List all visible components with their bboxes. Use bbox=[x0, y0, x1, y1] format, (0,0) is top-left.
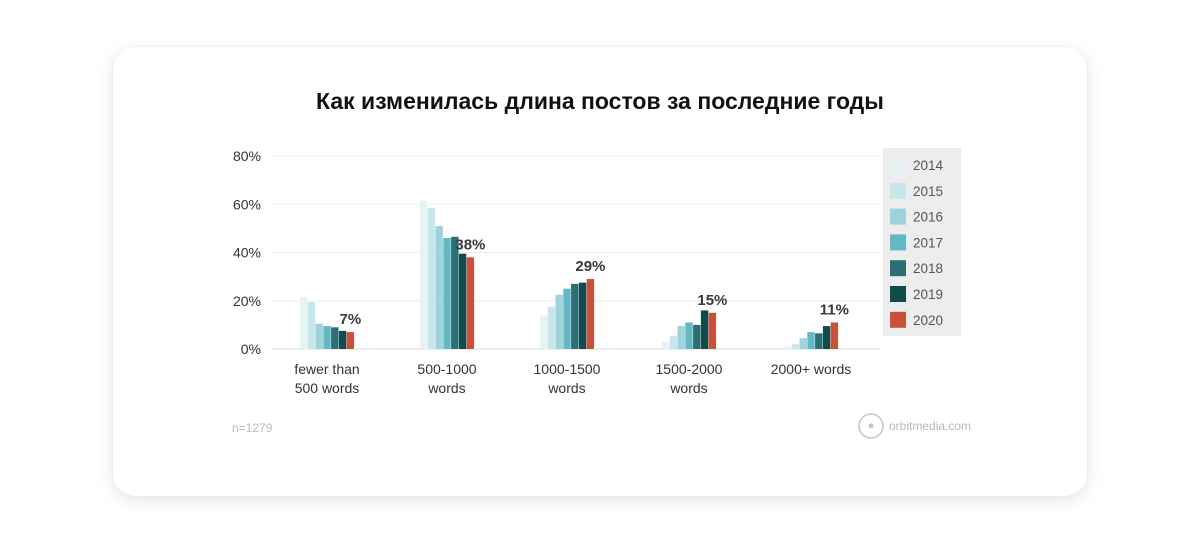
y-tick-label: 40% bbox=[233, 245, 261, 261]
bar bbox=[555, 294, 563, 349]
bar bbox=[346, 332, 355, 349]
bar bbox=[427, 207, 436, 349]
bar bbox=[685, 322, 693, 349]
bar bbox=[307, 301, 316, 349]
source-logo-icon bbox=[858, 413, 884, 439]
legend-swatch bbox=[890, 182, 906, 199]
sample-size-note: n=1279 bbox=[232, 421, 273, 435]
category-label: words bbox=[547, 380, 585, 396]
bar bbox=[693, 324, 701, 349]
legend-swatch bbox=[890, 311, 906, 328]
bar bbox=[822, 326, 831, 349]
y-tick-label: 80% bbox=[233, 148, 261, 164]
legend-label: 2017 bbox=[913, 235, 943, 250]
bar bbox=[791, 344, 800, 349]
data-label: 11% bbox=[820, 301, 849, 318]
legend-label: 2019 bbox=[913, 287, 943, 302]
bar bbox=[443, 238, 451, 349]
bar bbox=[331, 327, 339, 349]
legend-swatch bbox=[890, 157, 906, 173]
source-logo: orbitmedia.com bbox=[858, 413, 971, 439]
legend-label: 2015 bbox=[913, 184, 943, 199]
y-axis-ticks: 0% 20% 40% 60% 80% bbox=[233, 148, 261, 357]
bar bbox=[299, 297, 308, 349]
category-label: 1000-1500 bbox=[534, 361, 601, 377]
data-label: 29% bbox=[575, 258, 605, 275]
bar bbox=[323, 326, 331, 349]
legend-swatch bbox=[890, 234, 906, 251]
bar bbox=[451, 236, 459, 349]
y-tick-label: 0% bbox=[241, 341, 261, 357]
bar bbox=[807, 332, 815, 349]
bar bbox=[830, 322, 839, 349]
bar bbox=[586, 279, 595, 349]
bar bbox=[578, 282, 587, 349]
bar bbox=[539, 315, 548, 349]
bar bbox=[799, 338, 807, 349]
bar bbox=[458, 253, 467, 349]
bar bbox=[466, 257, 475, 349]
category-label: 2000+ words bbox=[771, 361, 852, 377]
legend-label: 2018 bbox=[913, 261, 943, 276]
category-label: fewer than bbox=[294, 361, 359, 377]
legend-label: 2014 bbox=[913, 158, 944, 173]
bar bbox=[419, 200, 428, 349]
legend-swatch bbox=[890, 286, 906, 302]
legend: 2014 2015 2016 2017 2018 2019 2020 bbox=[883, 148, 961, 336]
legend-swatch bbox=[890, 260, 906, 277]
bar bbox=[677, 326, 685, 349]
category-label: 500 words bbox=[295, 380, 360, 396]
category-label: words bbox=[427, 380, 465, 396]
chart-title: Как изменилась длина постов за последние… bbox=[316, 88, 884, 114]
bar bbox=[563, 288, 571, 349]
bar bbox=[315, 323, 323, 349]
x-axis-categories: fewer than 500 words 500-1000 words 1000-150… bbox=[294, 361, 851, 396]
legend-label: 2016 bbox=[913, 210, 943, 225]
source-text: orbitmedia.com bbox=[889, 419, 971, 433]
bars bbox=[299, 200, 839, 349]
bar bbox=[435, 225, 443, 349]
category-label: words bbox=[669, 380, 707, 396]
bar bbox=[571, 283, 579, 349]
source-logo-dot bbox=[868, 423, 874, 429]
bar bbox=[669, 335, 678, 349]
legend-label: 2020 bbox=[913, 313, 943, 328]
y-tick-label: 20% bbox=[233, 293, 261, 309]
legend-swatch bbox=[890, 208, 906, 225]
data-label: 7% bbox=[340, 311, 362, 328]
data-labels: 7% 38% 29% 15% 11% bbox=[340, 236, 849, 328]
bar bbox=[700, 310, 709, 349]
bar bbox=[661, 341, 670, 349]
category-label: 1500-2000 bbox=[656, 361, 723, 377]
bar bbox=[815, 333, 823, 349]
y-tick-label: 60% bbox=[233, 196, 261, 212]
bar bbox=[708, 312, 717, 349]
bar bbox=[338, 330, 347, 349]
data-label: 15% bbox=[697, 292, 727, 309]
data-label: 38% bbox=[455, 236, 485, 253]
bar bbox=[783, 346, 792, 349]
category-label: 500-1000 bbox=[417, 361, 476, 377]
bar bbox=[547, 306, 556, 349]
